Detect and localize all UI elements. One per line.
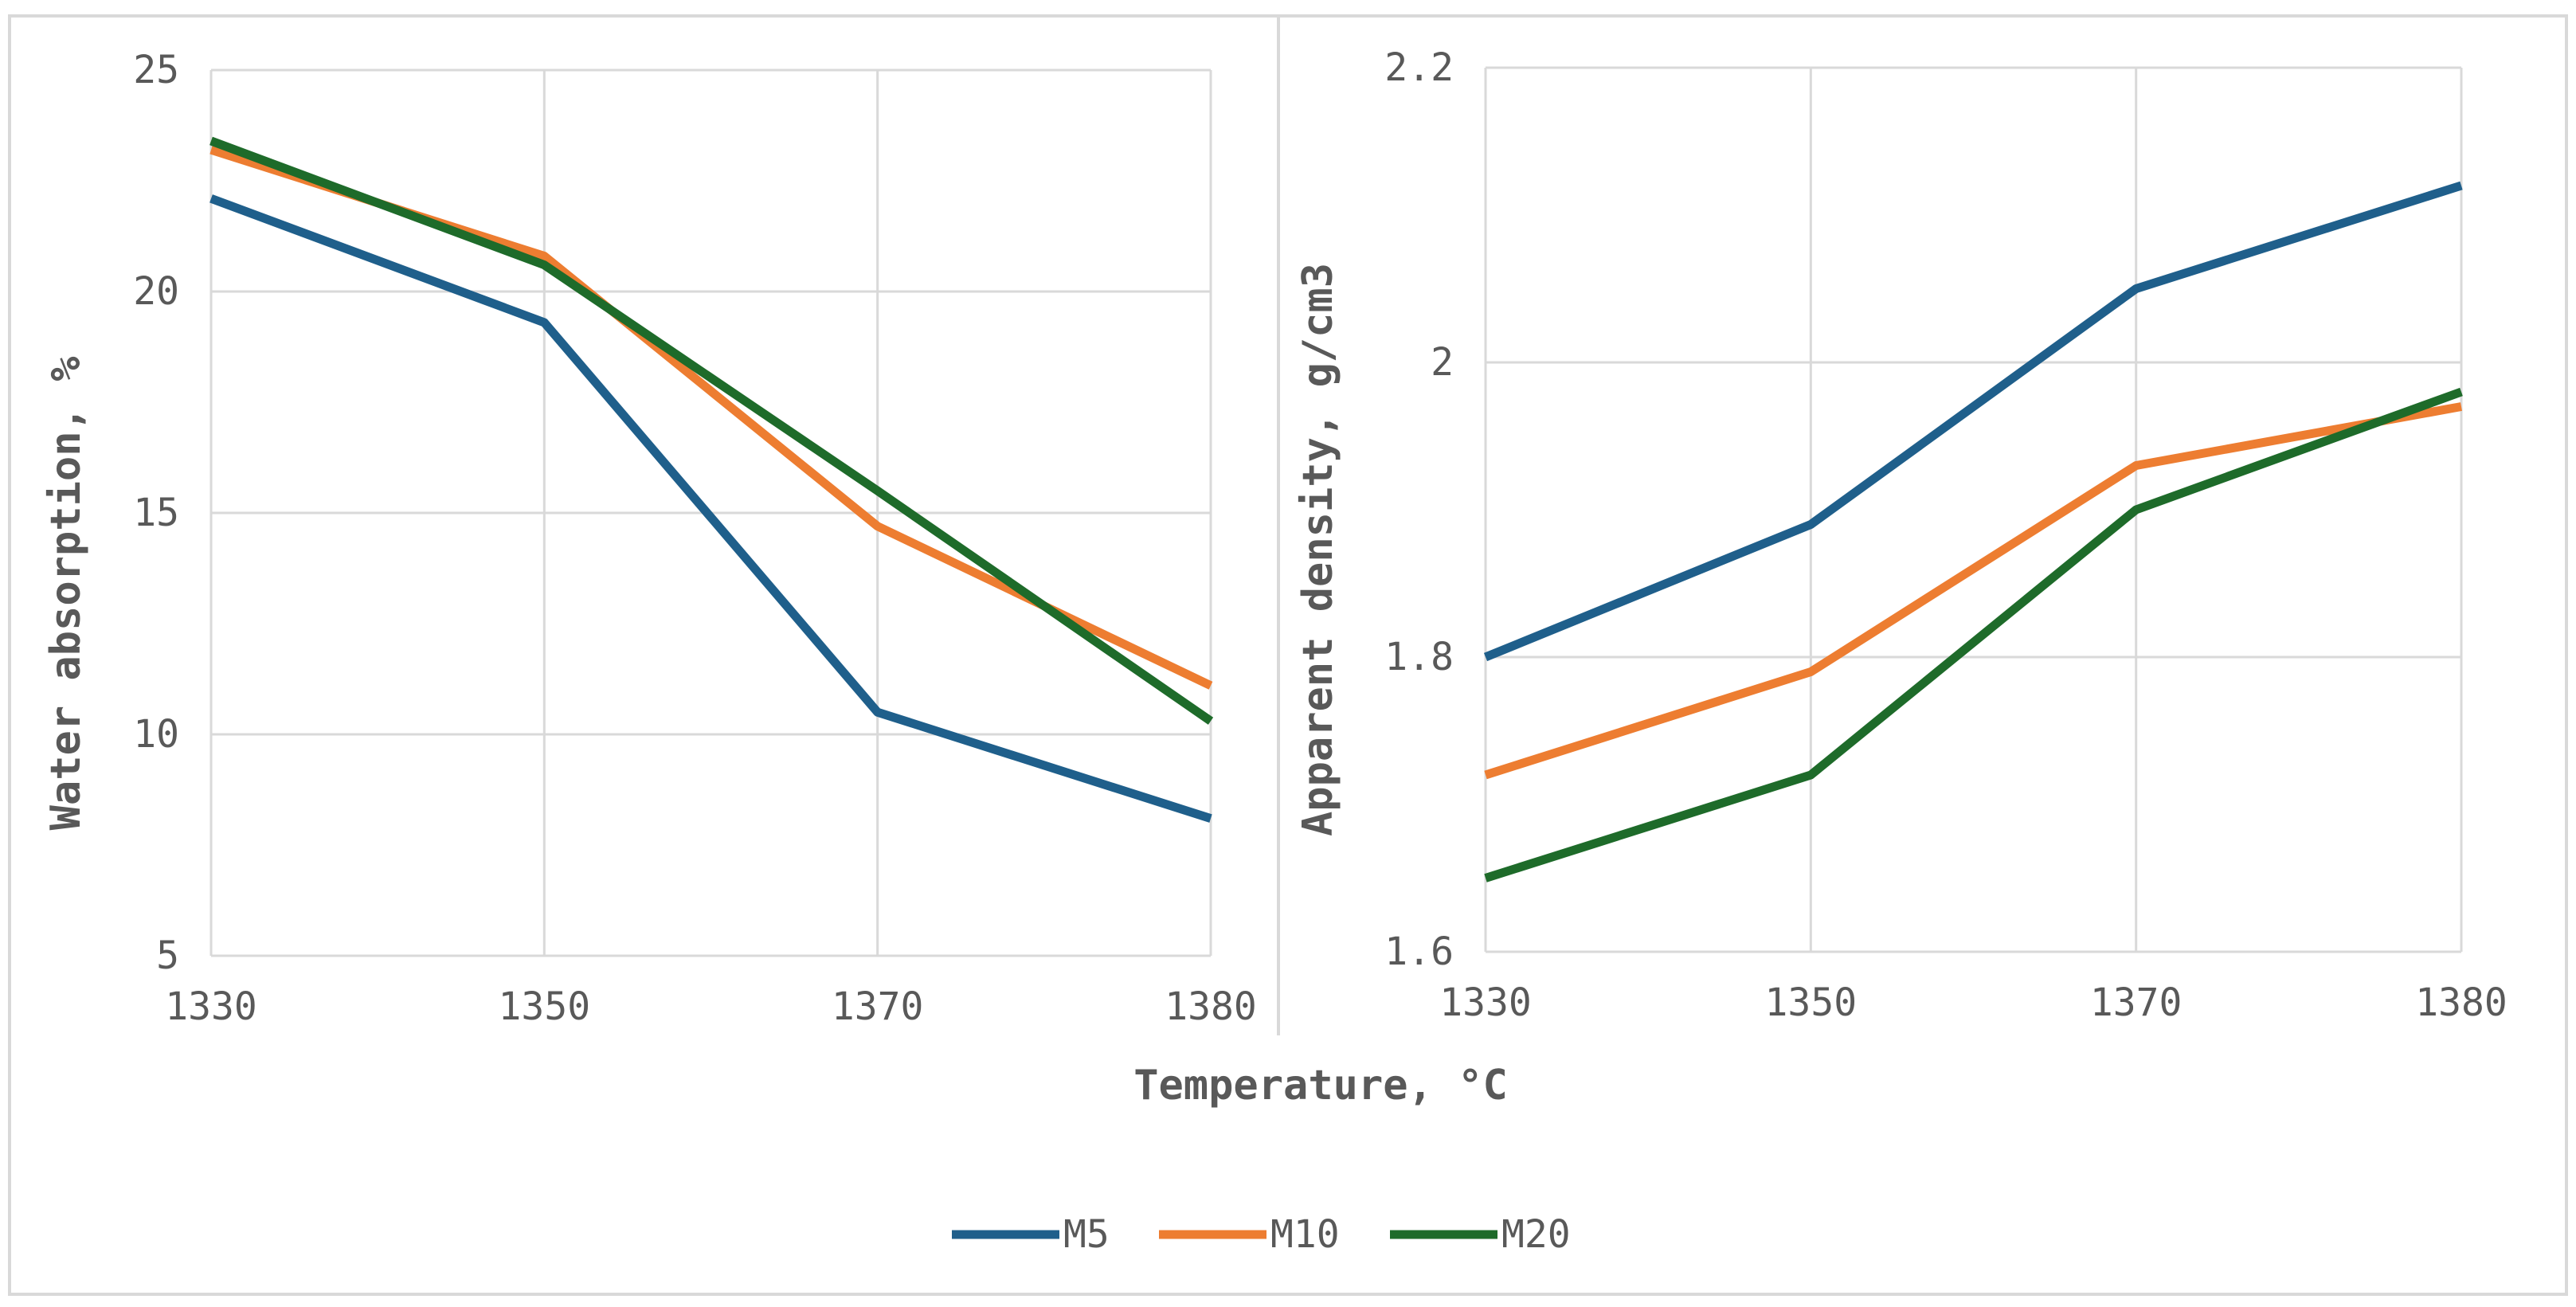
- water-absorption-chart: 5 10 15 20 25 1330 1350 1370 1380 Water absorptio…: [42, 48, 1257, 1029]
- x-tick-label: 1370: [832, 984, 924, 1029]
- legend-label-m10: M10: [1270, 1212, 1340, 1257]
- y-axis-title: Apparent density, g/cm3: [1294, 263, 1342, 836]
- series-line-m5: [209, 194, 1212, 823]
- x-tick-label: 1370: [2090, 980, 2183, 1025]
- y-tick-label: 10: [133, 712, 179, 757]
- figure-frame: [8, 14, 2568, 1296]
- y-tick-label: 5: [156, 933, 179, 978]
- series-line-m20: [209, 136, 1214, 725]
- x-tick-label: 1380: [1165, 984, 1257, 1029]
- y-axis-title: Water absorption, %: [42, 357, 90, 831]
- x-tick-label: 1350: [499, 984, 591, 1029]
- x-tick-label: 1380: [2415, 980, 2507, 1025]
- x-tick-label: 1350: [1765, 980, 1858, 1025]
- x-tick-label: 1330: [165, 984, 257, 1029]
- shared-x-axis-title: Temperature, °C: [1133, 1062, 1508, 1109]
- y-tick-label: 20: [133, 269, 179, 314]
- series-line-m10: [1484, 402, 2462, 780]
- apparent-density-chart: 1.6 1.8 2 2.2 1330 1350 1370 1380 Apparent densi…: [1294, 45, 2507, 1025]
- legend: M5 M10 M20: [952, 1212, 1571, 1257]
- y-tick-label: 15: [133, 491, 179, 535]
- y-tick-label: 1.6: [1384, 929, 1454, 974]
- series-line-m5: [1483, 181, 2463, 662]
- legend-label-m20: M20: [1501, 1212, 1571, 1257]
- legend-label-m5: M5: [1063, 1212, 1110, 1257]
- x-tick-label: 1330: [1439, 980, 1532, 1025]
- y-tick-label: 1.8: [1384, 635, 1454, 679]
- series-line-m20: [1484, 387, 2463, 882]
- y-tick-label: 2: [1431, 340, 1454, 385]
- y-tick-label: 2.2: [1384, 45, 1454, 90]
- y-tick-label: 25: [133, 48, 179, 92]
